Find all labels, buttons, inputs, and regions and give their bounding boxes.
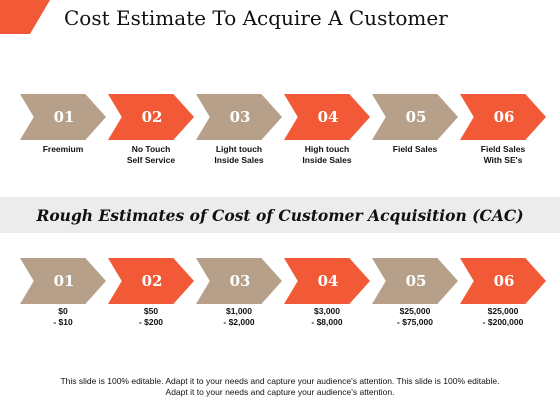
- label-line: Self Service: [126, 155, 176, 165]
- step-number: 05: [405, 272, 427, 290]
- slide-title: Cost Estimate To Acquire A Customer: [64, 6, 448, 30]
- step-number: 02: [141, 272, 163, 290]
- label-line: With SE's: [483, 155, 523, 165]
- label-line: $25,000: [399, 306, 431, 316]
- label-line: $25,000: [487, 306, 519, 316]
- chevron-step-01: 01: [20, 258, 106, 304]
- cost-label: $25,000- $75,000: [372, 306, 458, 328]
- chevron-step-04: 04: [284, 258, 370, 304]
- section-title: Rough Estimates of Cost of Customer Acqu…: [36, 205, 524, 225]
- step-label: Field Sales With SE's: [460, 144, 546, 166]
- label-line: Inside Sales: [214, 155, 264, 165]
- step-number: 02: [141, 108, 163, 126]
- chevron-step-05: 05: [372, 94, 458, 140]
- cost-label: $0- $10: [20, 306, 106, 328]
- chevron-step-04: 04: [284, 94, 370, 140]
- process-chevron-row: 01 02 03 04 05 06: [20, 94, 548, 140]
- step-number: 04: [317, 108, 339, 126]
- label-line: High touch: [304, 144, 350, 154]
- section-band: Rough Estimates of Cost of Customer Acqu…: [0, 197, 560, 233]
- cost-label: $50- $200: [108, 306, 194, 328]
- label-line: Freemium: [42, 144, 84, 154]
- cost-label: $25,000- $200,000: [460, 306, 546, 328]
- step-number: 06: [493, 108, 515, 126]
- step-label: No Touch Self Service: [108, 144, 194, 166]
- label-line: Inside Sales: [302, 155, 352, 165]
- chevron-step-05: 05: [372, 258, 458, 304]
- chevron-step-06: 06: [460, 94, 546, 140]
- label-line: $1,000: [226, 306, 252, 316]
- label-line: $50: [143, 306, 159, 316]
- step-label: High touch Inside Sales: [284, 144, 370, 166]
- chevron-step-01: 01: [20, 94, 106, 140]
- step-number: 01: [53, 272, 75, 290]
- step-label: Field Sales: [372, 144, 458, 155]
- cost-label: $3,000- $8,000: [284, 306, 370, 328]
- chevron-step-03: 03: [196, 94, 282, 140]
- footer-note: This slide is 100% editable. Adapt it to…: [30, 376, 530, 398]
- label-line: - $10: [53, 317, 73, 327]
- chevron-step-02: 02: [108, 258, 194, 304]
- step-label: Light touch Inside Sales: [196, 144, 282, 166]
- cost-chevron-row: 01 02 03 04 05 06: [20, 258, 548, 304]
- step-label: Freemium: [20, 144, 106, 155]
- label-line: - $200,000: [482, 317, 524, 327]
- label-line: $0: [58, 306, 68, 316]
- step-number: 06: [493, 272, 515, 290]
- label-line: Field Sales: [392, 144, 438, 154]
- label-line: $3,000: [314, 306, 340, 316]
- step-number: 03: [229, 108, 251, 126]
- label-line: Field Sales: [480, 144, 526, 154]
- footer-line: This slide is 100% editable. Adapt it to…: [60, 376, 500, 386]
- step-number: 05: [405, 108, 427, 126]
- step-number: 03: [229, 272, 251, 290]
- label-line: No Touch: [131, 144, 171, 154]
- cost-label: $1,000- $2,000: [196, 306, 282, 328]
- label-line: - $200: [138, 317, 164, 327]
- label-line: - $75,000: [397, 317, 433, 327]
- chevron-step-03: 03: [196, 258, 282, 304]
- footer-line: Adapt it to your needs and capture your …: [165, 387, 395, 397]
- chevron-step-06: 06: [460, 258, 546, 304]
- label-line: - $2,000: [223, 317, 255, 327]
- corner-accent-shape: [0, 0, 50, 34]
- step-number: 04: [317, 272, 339, 290]
- chevron-step-02: 02: [108, 94, 194, 140]
- label-line: - $8,000: [311, 317, 343, 327]
- label-line: Light touch: [215, 144, 263, 154]
- step-number: 01: [53, 108, 75, 126]
